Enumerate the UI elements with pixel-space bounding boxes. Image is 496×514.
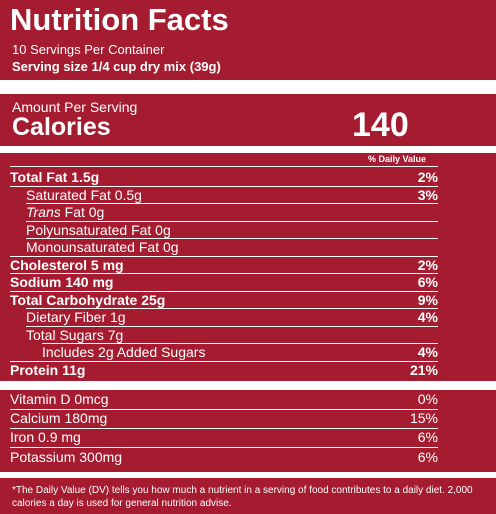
- nutrient-dv: 2%: [417, 169, 438, 185]
- thick-divider: [0, 80, 496, 94]
- vitamin-name: Iron 0.9 mg: [10, 429, 81, 445]
- row-divider: [10, 273, 438, 274]
- nutrient-name: Polyunsaturated Fat 0g: [26, 221, 171, 238]
- nutrient-row-added-sugars: Includes 2g Added Sugars 4%: [10, 344, 438, 362]
- row-divider: [10, 428, 438, 429]
- nutrient-name: Saturated Fat 0.5g: [26, 186, 142, 203]
- nutrient-row-sodium: Sodium 140 mg 6%: [10, 274, 438, 292]
- vitamin-name: Calcium 180mg: [10, 410, 108, 426]
- row-divider: [26, 203, 438, 204]
- vitamin-dv: 15%: [409, 410, 438, 426]
- row-divider: [26, 238, 438, 239]
- nutrient-row-cholesterol: Cholesterol 5 mg 2%: [10, 256, 438, 274]
- vitamin-dv: 0%: [417, 391, 438, 407]
- row-divider: [10, 255, 438, 257]
- nutrient-row-saturated-fat: Saturated Fat 0.5g 3%: [10, 186, 438, 204]
- nutrient-row-polyunsaturated-fat: Polyunsaturated Fat 0g: [10, 221, 438, 239]
- calories-value: 140: [352, 106, 409, 144]
- nutrient-row-total-sugars: Total Sugars 7g: [10, 326, 438, 344]
- nutrient-row-total-fat: Total Fat 1.5g 2%: [10, 169, 438, 187]
- row-divider: [26, 308, 438, 309]
- vitamin-name: Potassium 300mg: [10, 449, 123, 465]
- nutrient-name: Sodium 140 mg: [10, 274, 114, 290]
- amount-per-serving: Amount Per Serving: [12, 99, 138, 115]
- row-divider: [26, 220, 438, 222]
- daily-value-footnote: *The Daily Value (DV) tells you how much…: [12, 485, 473, 509]
- vitamin-row-iron: Iron 0.9 mg 6%: [10, 429, 438, 448]
- medium-divider: [0, 146, 496, 153]
- nutrient-dv: 6%: [417, 274, 438, 290]
- nutrient-name: Total Fat 1.5g: [10, 169, 100, 185]
- nutrient-name: Total Carbohydrate 25g: [10, 291, 166, 308]
- nutrient-dv: 4%: [417, 309, 438, 325]
- nutrient-name: Cholesterol 5 mg: [10, 256, 124, 273]
- row-divider: [42, 343, 438, 344]
- row-divider: [10, 360, 438, 362]
- medium-divider: [0, 472, 496, 478]
- serving-size: Serving size 1/4 cup dry mix (39g): [12, 59, 221, 74]
- vitamin-dv: 6%: [417, 449, 438, 465]
- nutrient-row-total-carbohydrate: Total Carbohydrate 25g 9%: [10, 291, 438, 309]
- nutrient-dv: 4%: [417, 344, 438, 360]
- nutrient-dv: 9%: [417, 291, 438, 308]
- nutrient-dv: 3%: [417, 186, 438, 203]
- servings-per-container: 10 Servings Per Container: [12, 42, 165, 57]
- nutrient-row-trans-fat: Trans Fat 0g: [10, 204, 438, 222]
- nutrient-row-dietary-fiber: Dietary Fiber 1g 4%: [10, 309, 438, 327]
- thin-divider: [10, 166, 438, 167]
- row-divider: [10, 409, 438, 410]
- label-title: Nutrition Facts: [10, 2, 229, 37]
- nutrient-row-protein: Protein 11g 21%: [10, 362, 438, 380]
- nutrient-row-monounsaturated-fat: Monounsaturated Fat 0g: [10, 239, 438, 257]
- row-divider: [10, 447, 438, 448]
- nutrient-name: Monounsaturated Fat 0g: [26, 239, 179, 255]
- vitamin-name: Vitamin D 0mcg: [10, 391, 109, 407]
- nutrient-name: Protein 11g: [10, 361, 86, 378]
- vitamin-row-vitamin-d: Vitamin D 0mcg 0%: [10, 391, 438, 410]
- thick-divider: [0, 381, 496, 390]
- nutrient-name: Total Sugars 7g: [26, 326, 124, 343]
- nutrient-dv: 2%: [417, 256, 438, 273]
- vitamin-row-potassium: Potassium 300mg 6%: [10, 449, 438, 468]
- daily-value-header: % Daily Value: [368, 154, 427, 164]
- nutrient-name: Trans Fat 0g: [26, 204, 105, 220]
- calories-label: Calories: [12, 113, 111, 141]
- vitamin-dv: 6%: [417, 429, 438, 445]
- row-divider: [10, 185, 438, 187]
- nutrient-name: Dietary Fiber 1g: [26, 309, 126, 325]
- row-divider: [26, 325, 438, 327]
- nutrient-dv: 21%: [409, 361, 438, 378]
- row-divider: [10, 290, 438, 292]
- vitamin-row-calcium: Calcium 180mg 15%: [10, 410, 438, 429]
- nutrient-name: Includes 2g Added Sugars: [42, 344, 206, 360]
